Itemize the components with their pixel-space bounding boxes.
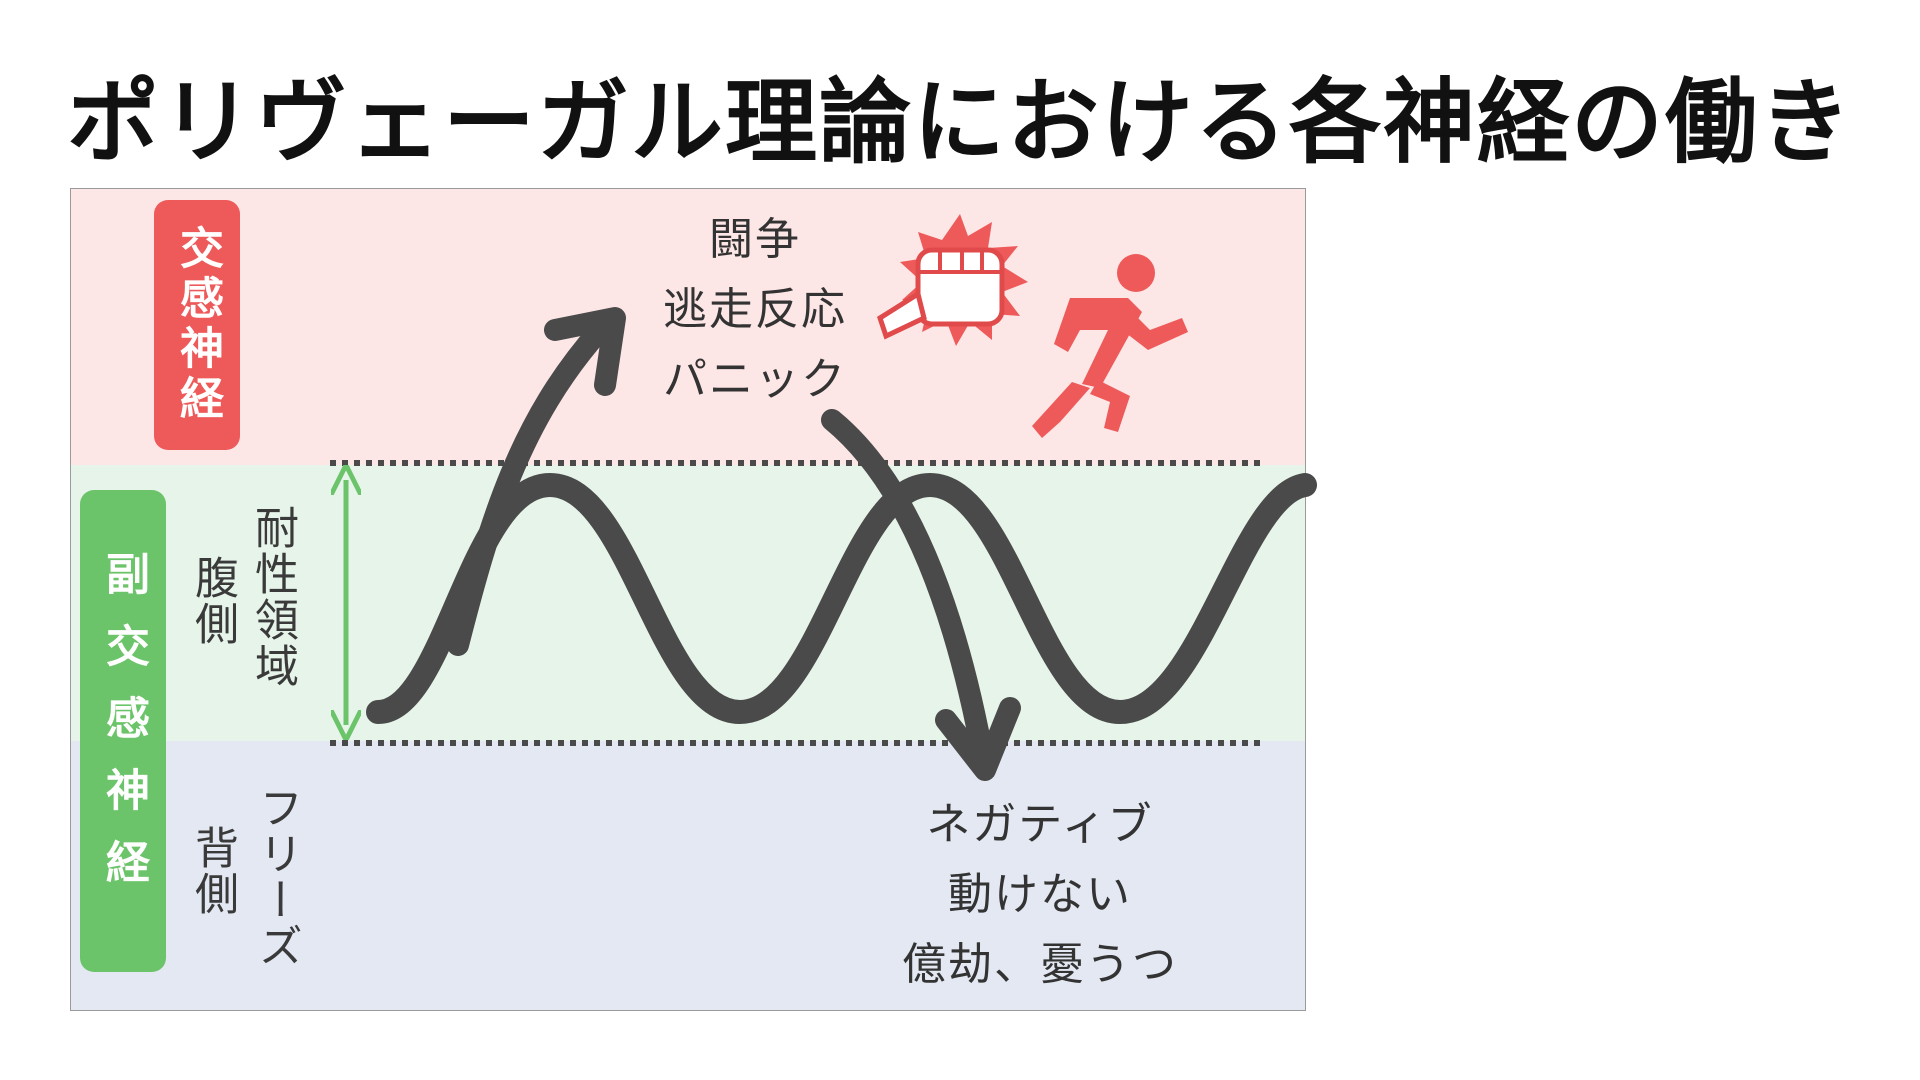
freeze-label: フリーズ: [251, 785, 302, 969]
dorsal-label: 背側: [187, 825, 238, 917]
flight-line: 逃走反応: [663, 284, 847, 335]
immobile-line: 動けない: [948, 869, 1132, 920]
fight-line: 闘争: [709, 214, 801, 265]
fist-punch-icon: [877, 214, 1028, 346]
sympathetic-badge: 交感神経: [154, 200, 240, 450]
ventral-label: 腹側: [187, 555, 238, 647]
negative-line: ネガティブ: [926, 799, 1154, 850]
collapse-arrow: [821, 409, 1021, 781]
escalation-arrow: [447, 307, 626, 656]
negative-state-text: ネガティブ 動けない 億劫、憂うつ: [880, 790, 1200, 1000]
running-person-icon: [1032, 254, 1188, 438]
fight-flight-text: 闘争 逃走反応 パニック: [640, 205, 870, 415]
depressed-line: 億劫、憂うつ: [902, 939, 1178, 990]
dorsal-zone: [71, 741, 1305, 1010]
oscillation-curve: [366, 472, 1317, 725]
tolerance-label: 耐性領域: [247, 505, 298, 689]
parasympathetic-badge: 副交感神経: [80, 490, 166, 972]
page-title: ポリヴェーガル理論における各神経の働き: [66, 69, 1853, 176]
panic-line: パニック: [663, 354, 847, 405]
